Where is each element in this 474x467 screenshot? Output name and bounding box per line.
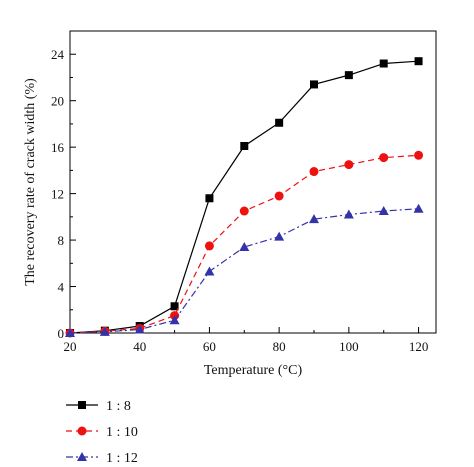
data-point — [170, 302, 179, 311]
series-line — [69, 208, 419, 334]
data-point — [379, 59, 388, 68]
x-axis-label: Temperature (°C) — [204, 363, 303, 378]
y-axis-label: The recovery rate of crack width (%) — [23, 78, 38, 286]
y-tick-label: 8 — [58, 233, 65, 248]
y-tick-label: 24 — [51, 47, 65, 62]
y-tick-label: 0 — [58, 326, 65, 341]
data-point — [310, 80, 318, 89]
data-point — [99, 326, 110, 336]
data-point — [204, 266, 215, 276]
y-tick-label: 16 — [51, 140, 65, 155]
data-point — [344, 71, 353, 80]
data-point — [65, 328, 75, 337]
legend-label: 1 : 8 — [106, 399, 131, 414]
data-point — [205, 194, 214, 203]
plot-frame — [69, 30, 437, 334]
data-point — [275, 118, 284, 127]
data-point — [204, 241, 214, 251]
data-point — [379, 153, 389, 163]
y-tick-labels: 0 4 8 12 16 20 24 — [51, 47, 65, 341]
series-line — [69, 60, 419, 334]
axis-ticks — [69, 30, 420, 334]
x-tick-label: 100 — [339, 339, 359, 354]
series-1 — [66, 57, 423, 337]
legend-label: 1 : 10 — [106, 425, 138, 440]
legend-marker — [77, 452, 87, 461]
data-point — [274, 231, 285, 241]
x-tick-label: 40 — [133, 339, 146, 354]
data-point — [414, 150, 424, 160]
legend-item: 1 : 10 — [66, 425, 138, 440]
legend-label: 1 : 12 — [106, 451, 138, 466]
data-point — [239, 206, 249, 216]
data-point — [413, 203, 424, 213]
data-point — [378, 206, 389, 216]
legend-item: 1 : 12 — [66, 451, 138, 466]
data-point — [240, 141, 249, 150]
x-tick-label: 20 — [64, 339, 77, 354]
data-point — [134, 324, 145, 334]
x-tick-label: 80 — [273, 339, 286, 354]
series-layer — [65, 57, 424, 338]
y-tick-label: 12 — [51, 187, 64, 202]
data-point — [343, 209, 354, 219]
y-tick-label: 4 — [58, 280, 65, 295]
x-tick-labels: 20 40 60 80 100 120 — [64, 339, 429, 354]
data-point — [414, 57, 423, 66]
legend-marker — [78, 401, 86, 409]
data-point — [344, 160, 354, 170]
data-point — [239, 242, 250, 252]
data-point — [309, 214, 319, 224]
legend: 1 : 8 1 : 10 1 : 12 — [66, 399, 138, 466]
data-point — [309, 167, 319, 177]
data-point — [274, 191, 284, 201]
x-tick-label: 60 — [203, 339, 216, 354]
y-tick-label: 20 — [51, 94, 64, 109]
legend-item: 1 : 8 — [66, 399, 131, 414]
x-tick-label: 120 — [409, 339, 429, 354]
data-point — [169, 315, 180, 325]
legend-marker — [77, 426, 87, 436]
series-3 — [65, 203, 424, 337]
